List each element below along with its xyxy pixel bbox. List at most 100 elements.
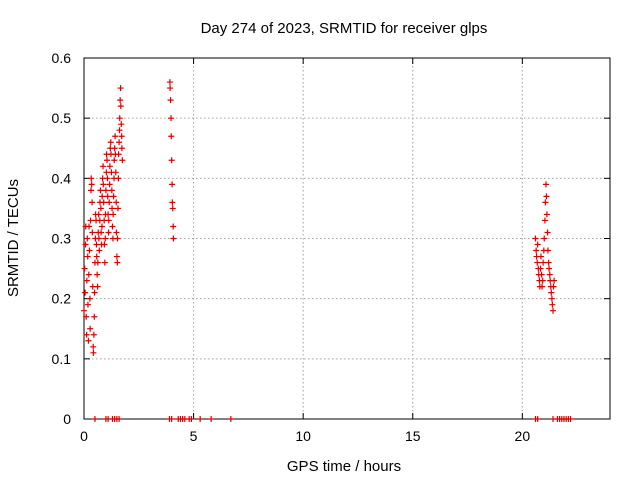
data-point xyxy=(227,416,234,422)
data-point xyxy=(94,259,101,266)
data-point xyxy=(105,229,112,236)
data-point xyxy=(109,205,116,212)
data-point xyxy=(116,416,123,422)
data-point xyxy=(101,259,108,266)
data-point xyxy=(197,416,204,422)
data-point xyxy=(548,289,555,296)
data-point xyxy=(88,187,95,194)
data-point xyxy=(114,259,121,266)
data-point xyxy=(97,205,104,212)
data-point xyxy=(168,115,175,122)
data-point xyxy=(109,223,116,230)
data-point xyxy=(88,175,95,182)
data-point xyxy=(169,199,176,206)
data-point xyxy=(90,331,97,338)
data-point xyxy=(112,133,119,140)
data-point xyxy=(534,259,541,266)
data-point xyxy=(82,289,89,296)
data-point xyxy=(115,151,122,158)
y-axis: 0 0.1 0.2 0.3 0.4 0.5 0.6 xyxy=(52,50,610,427)
y-tick-label: 0.3 xyxy=(52,231,72,247)
data-point xyxy=(544,229,551,236)
data-point xyxy=(81,265,88,272)
data-point xyxy=(551,277,558,284)
y-tick-label: 0.6 xyxy=(52,50,72,66)
data-point xyxy=(110,211,117,218)
data-point xyxy=(166,79,173,86)
data-point xyxy=(539,277,546,284)
data-point xyxy=(116,127,123,134)
data-point xyxy=(104,157,111,164)
data-point xyxy=(90,349,97,356)
y-axis-label: SRMTID / TECUs xyxy=(5,179,22,297)
data-point xyxy=(550,307,557,314)
data-point xyxy=(106,199,113,206)
data-point xyxy=(104,175,111,182)
data-point xyxy=(83,313,90,320)
data-point xyxy=(100,163,107,170)
data-point xyxy=(87,217,94,224)
data-point xyxy=(90,343,97,350)
data-point xyxy=(540,259,547,266)
data-point xyxy=(118,121,125,128)
data-point xyxy=(84,235,91,242)
data-point xyxy=(567,416,574,422)
data-point xyxy=(208,416,215,422)
data-point xyxy=(100,181,107,188)
data-point xyxy=(91,416,98,422)
data-point xyxy=(537,265,544,272)
chart-title: Day 274 of 2023, SRMTID for receiver glp… xyxy=(201,20,488,37)
data-point xyxy=(85,271,92,278)
data-point xyxy=(110,193,117,200)
data-point xyxy=(108,187,115,194)
data-point xyxy=(537,253,544,260)
data-point xyxy=(119,157,126,164)
y-tick-label: 0.5 xyxy=(52,110,72,126)
y-tick-label: 0.4 xyxy=(52,170,72,186)
data-point xyxy=(115,175,122,182)
data-point xyxy=(105,211,112,218)
data-point xyxy=(100,199,107,206)
data-point xyxy=(111,145,118,152)
data-point xyxy=(83,277,90,284)
data-point xyxy=(87,325,94,332)
data-point xyxy=(99,193,106,200)
data-point xyxy=(112,169,119,176)
data-point xyxy=(93,241,100,248)
data-point xyxy=(102,187,109,194)
data-point xyxy=(117,97,124,104)
data-point xyxy=(85,337,92,344)
data-point xyxy=(89,199,96,206)
data-point xyxy=(84,301,91,308)
x-tick-label: 20 xyxy=(515,428,531,444)
data-point xyxy=(106,181,113,188)
data-point xyxy=(546,271,553,278)
data-point xyxy=(89,229,96,236)
data-point xyxy=(106,163,113,170)
data-point xyxy=(94,283,101,290)
data-point xyxy=(95,235,102,242)
data-point xyxy=(101,241,108,248)
data-point xyxy=(548,295,555,302)
data-point xyxy=(118,133,125,140)
data-point xyxy=(541,235,548,242)
y-tick-label: 0 xyxy=(63,411,71,427)
data-point xyxy=(549,301,556,308)
data-point xyxy=(114,235,121,242)
data-point xyxy=(538,271,545,278)
data-point xyxy=(94,271,101,278)
data-points xyxy=(81,79,574,422)
data-point xyxy=(114,205,121,212)
data-point xyxy=(95,211,102,218)
data-point xyxy=(84,253,91,260)
data-point xyxy=(113,199,120,206)
data-point xyxy=(83,331,90,338)
data-point xyxy=(98,223,105,230)
data-point xyxy=(169,181,176,188)
data-point xyxy=(116,115,123,122)
data-point xyxy=(117,103,124,110)
data-point xyxy=(86,223,93,230)
data-point xyxy=(88,181,95,188)
data-point xyxy=(542,199,549,206)
